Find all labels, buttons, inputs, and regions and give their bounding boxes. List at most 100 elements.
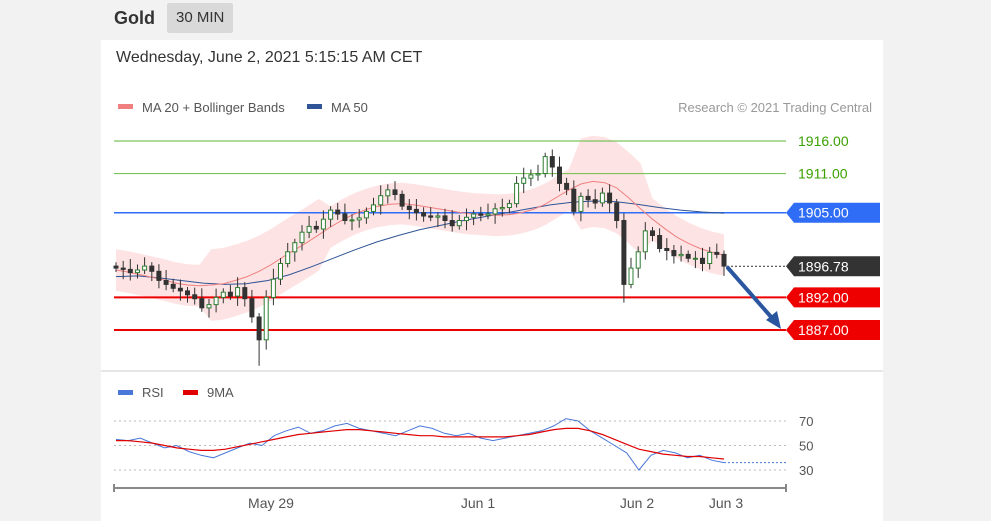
candle-body bbox=[564, 182, 570, 190]
candle bbox=[399, 190, 405, 211]
candle bbox=[192, 287, 198, 305]
candle bbox=[292, 238, 298, 262]
rsi-9ma-line bbox=[116, 427, 725, 460]
candle-body bbox=[499, 207, 505, 210]
candle bbox=[435, 212, 441, 227]
candle bbox=[249, 289, 255, 323]
candle bbox=[349, 214, 355, 231]
candle bbox=[413, 199, 419, 221]
candle-body bbox=[349, 219, 355, 222]
candle-body bbox=[514, 182, 520, 205]
x-tick-label: Jun 2 bbox=[620, 495, 654, 511]
candle bbox=[256, 313, 262, 366]
level-label-text: 1887.00 bbox=[798, 322, 849, 338]
candle-body bbox=[292, 242, 298, 253]
level-label-text: 1905.00 bbox=[798, 205, 849, 221]
candle-body bbox=[700, 257, 705, 264]
candle-body bbox=[235, 287, 241, 297]
candle-body bbox=[421, 212, 427, 217]
candle-body bbox=[328, 209, 334, 220]
candle bbox=[363, 207, 369, 224]
candle-body bbox=[278, 263, 283, 280]
candle-body bbox=[578, 195, 584, 212]
candle-body bbox=[399, 193, 405, 207]
level-label-text: 1911.00 bbox=[798, 166, 848, 182]
candle-body bbox=[585, 195, 591, 201]
candle bbox=[320, 210, 326, 239]
ma20-legend-swatch bbox=[118, 104, 133, 109]
candle bbox=[592, 189, 598, 209]
candle-body bbox=[413, 208, 419, 214]
candle-body bbox=[657, 235, 663, 249]
candle bbox=[356, 209, 362, 228]
candle-body bbox=[263, 296, 269, 341]
ma9-legend-swatch bbox=[183, 390, 198, 395]
candle bbox=[471, 210, 477, 226]
rsi-tick-label: 50 bbox=[799, 439, 813, 454]
candle-body bbox=[428, 215, 434, 218]
candle bbox=[514, 176, 520, 208]
candle-body bbox=[285, 251, 291, 265]
candle-body bbox=[306, 225, 312, 233]
candle-body bbox=[435, 215, 441, 218]
candle bbox=[199, 288, 205, 312]
candle bbox=[270, 268, 276, 306]
timestamp: Wednesday, June 2, 2021 5:15:15 AM CET bbox=[116, 49, 423, 66]
candle-body bbox=[650, 230, 655, 236]
candle-body bbox=[635, 251, 641, 269]
candle bbox=[528, 169, 534, 186]
candle-body bbox=[206, 304, 212, 309]
candle-body bbox=[185, 290, 190, 296]
candle-body bbox=[356, 217, 362, 221]
candle bbox=[571, 180, 577, 216]
candle-body bbox=[506, 203, 512, 209]
candle bbox=[449, 210, 455, 232]
candle bbox=[549, 149, 555, 177]
candle-body bbox=[299, 231, 305, 244]
ma20-line bbox=[115, 180, 725, 287]
candle bbox=[149, 262, 155, 282]
candle-body bbox=[242, 287, 248, 300]
candle-body bbox=[607, 192, 613, 204]
level-label-box bbox=[786, 202, 880, 223]
candle bbox=[335, 202, 341, 220]
candle-body bbox=[342, 213, 348, 221]
bollinger-band-area bbox=[116, 135, 724, 321]
candle-body bbox=[199, 298, 205, 309]
candle-body bbox=[163, 280, 169, 285]
candle bbox=[671, 245, 677, 264]
candle-body bbox=[249, 298, 255, 318]
candle-body bbox=[313, 225, 319, 230]
candle bbox=[464, 208, 469, 231]
candle-body bbox=[664, 248, 670, 251]
candle-body bbox=[685, 253, 691, 259]
candle bbox=[177, 279, 183, 301]
candle bbox=[456, 215, 462, 230]
candle bbox=[299, 225, 305, 251]
level-label-text: 1916.00 bbox=[798, 133, 849, 149]
candle-body bbox=[256, 316, 262, 341]
candle bbox=[485, 203, 491, 220]
candle-body bbox=[535, 173, 541, 176]
level-label-box bbox=[786, 287, 880, 308]
candle bbox=[213, 288, 219, 313]
candle bbox=[521, 167, 527, 194]
candle bbox=[142, 257, 148, 274]
candle-body bbox=[192, 294, 198, 300]
timeframe-badge[interactable]: 30 MIN bbox=[167, 3, 234, 33]
candle-body bbox=[120, 267, 126, 270]
candle bbox=[650, 227, 655, 242]
candle-body bbox=[464, 216, 469, 222]
x-axis-ticks: May 29 Jun 1 Jun 2 Jun 3 bbox=[248, 495, 743, 511]
level-label-resistance: 1916.00 bbox=[798, 133, 849, 149]
bollinger-band bbox=[116, 135, 724, 321]
candle bbox=[599, 187, 605, 207]
candle bbox=[635, 246, 641, 278]
candle bbox=[692, 251, 698, 269]
candle-body bbox=[621, 220, 627, 285]
candle-body bbox=[392, 189, 398, 195]
candle-body bbox=[707, 251, 713, 264]
candle bbox=[428, 207, 434, 222]
candle bbox=[621, 213, 627, 303]
